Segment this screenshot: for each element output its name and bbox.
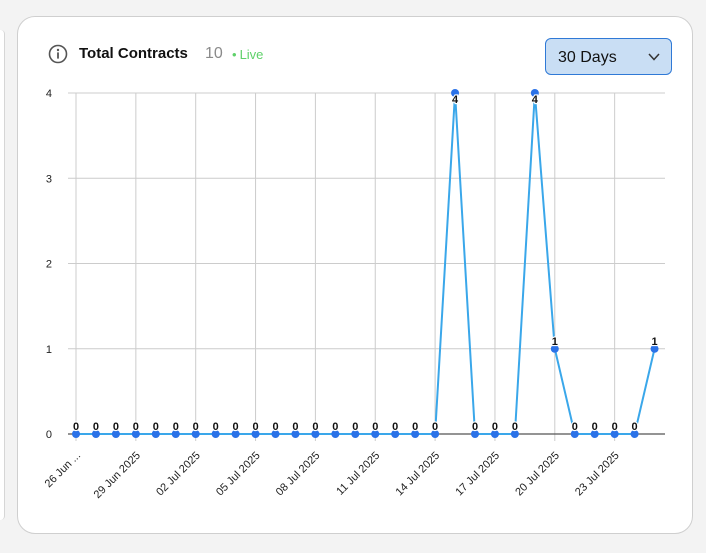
- data-label: 0: [252, 421, 258, 433]
- data-label: 0: [612, 421, 618, 433]
- data-point[interactable]: [291, 430, 300, 438]
- data-label: 0: [193, 421, 199, 433]
- data-label: 1: [552, 336, 558, 348]
- data-point[interactable]: [72, 430, 80, 438]
- x-tick-label: 23 Jul 2025: [573, 450, 622, 499]
- y-tick-label: 0: [46, 429, 52, 441]
- data-point[interactable]: [650, 344, 659, 353]
- data-label: 0: [492, 421, 498, 433]
- grid-lines: [68, 92, 665, 441]
- data-label: 0: [73, 421, 79, 433]
- x-tick-label: 08 Jul 2025: [274, 450, 323, 499]
- data-point[interactable]: [471, 430, 479, 438]
- x-tick-label: 05 Jul 2025: [214, 450, 263, 499]
- data-label: 4: [532, 94, 539, 106]
- data-point[interactable]: [610, 430, 619, 438]
- x-tick-label: 17 Jul 2025: [453, 450, 502, 499]
- data-label: 0: [432, 421, 438, 433]
- data-label: 0: [292, 421, 298, 433]
- data-point[interactable]: [530, 89, 539, 97]
- data-label: 0: [173, 421, 179, 433]
- data-label: 0: [392, 421, 398, 433]
- data-point[interactable]: [351, 430, 360, 438]
- x-tick-label: 11 Jul 2025: [334, 450, 382, 498]
- data-label: 0: [352, 421, 358, 433]
- data-label: 0: [153, 421, 159, 433]
- data-point[interactable]: [451, 89, 460, 97]
- chevron-down-icon: [648, 53, 660, 61]
- x-tick-label: 02 Jul 2025: [154, 450, 203, 499]
- live-dot-icon: •: [232, 47, 237, 62]
- data-label: 0: [412, 421, 418, 433]
- y-tick-label: 4: [46, 88, 52, 100]
- data-point[interactable]: [111, 430, 120, 438]
- period-dropdown[interactable]: 30 Days: [545, 38, 672, 75]
- data-label: 0: [312, 421, 318, 433]
- data-point[interactable]: [590, 430, 599, 438]
- data-point[interactable]: [411, 430, 420, 438]
- x-tick-label: 14 Jul 2025: [394, 450, 443, 499]
- y-tick-label: 3: [46, 173, 52, 185]
- adjacent-panel-edge: [0, 30, 5, 520]
- data-label: 1: [651, 336, 657, 348]
- data-point[interactable]: [191, 430, 200, 438]
- x-tick-label: 20 Jul 2025: [513, 450, 562, 499]
- live-indicator: • Live: [232, 47, 263, 62]
- data-point[interactable]: [391, 430, 400, 438]
- data-point[interactable]: [231, 430, 240, 438]
- data-point[interactable]: [490, 430, 499, 438]
- data-point[interactable]: [251, 430, 260, 438]
- x-tick-label: 29 Jun 2025: [92, 450, 143, 501]
- info-icon[interactable]: [48, 44, 68, 64]
- data-point[interactable]: [630, 430, 639, 438]
- data-points: [72, 89, 659, 438]
- data-label: 0: [233, 421, 239, 433]
- data-labels: 0 0 0 0 0 0 0 0 0 0 0 0 0 0 0 0 0 0 0 4 0 0 0 4 1 0 0 0 0 1: [72, 93, 659, 434]
- x-tick-label: 26 Jun ...: [43, 450, 83, 490]
- x-tick-labels: 26 Jun ... 29 Jun 2025 02 Jul 2025 05 Jul 2…: [43, 450, 622, 501]
- data-label: 0: [113, 421, 119, 433]
- data-point[interactable]: [171, 430, 180, 438]
- data-point[interactable]: [550, 344, 559, 353]
- data-point[interactable]: [331, 430, 340, 438]
- data-point[interactable]: [510, 430, 519, 438]
- data-point[interactable]: [271, 430, 280, 438]
- data-point[interactable]: [431, 430, 440, 438]
- contracts-count: 10: [205, 45, 223, 62]
- data-label: 0: [632, 421, 638, 433]
- data-point[interactable]: [570, 430, 579, 438]
- total-contracts-card: Total Contracts 10 • Live 30 Days: [17, 16, 693, 534]
- data-label: 0: [592, 421, 598, 433]
- data-label: 0: [133, 421, 139, 433]
- data-label: 4: [452, 94, 459, 106]
- period-selected-value: 30 Days: [558, 49, 617, 66]
- card-title: Total Contracts: [79, 45, 188, 62]
- y-tick-label: 1: [46, 344, 52, 356]
- data-label: 0: [272, 421, 278, 433]
- y-tick-labels: 0 1 2 3 4: [46, 88, 52, 441]
- data-point[interactable]: [371, 430, 380, 438]
- data-label: 0: [213, 421, 219, 433]
- data-label: 0: [472, 421, 478, 433]
- data-point[interactable]: [311, 430, 320, 438]
- data-point[interactable]: [131, 430, 140, 438]
- data-point[interactable]: [151, 430, 160, 438]
- data-label: 0: [332, 421, 338, 433]
- data-label: 0: [93, 421, 99, 433]
- data-point[interactable]: [211, 430, 220, 438]
- data-label: 0: [512, 421, 518, 433]
- data-point[interactable]: [91, 430, 100, 438]
- y-tick-label: 2: [46, 259, 52, 271]
- data-label: 0: [372, 421, 378, 433]
- data-label: 0: [572, 421, 578, 433]
- live-label: Live: [239, 47, 264, 62]
